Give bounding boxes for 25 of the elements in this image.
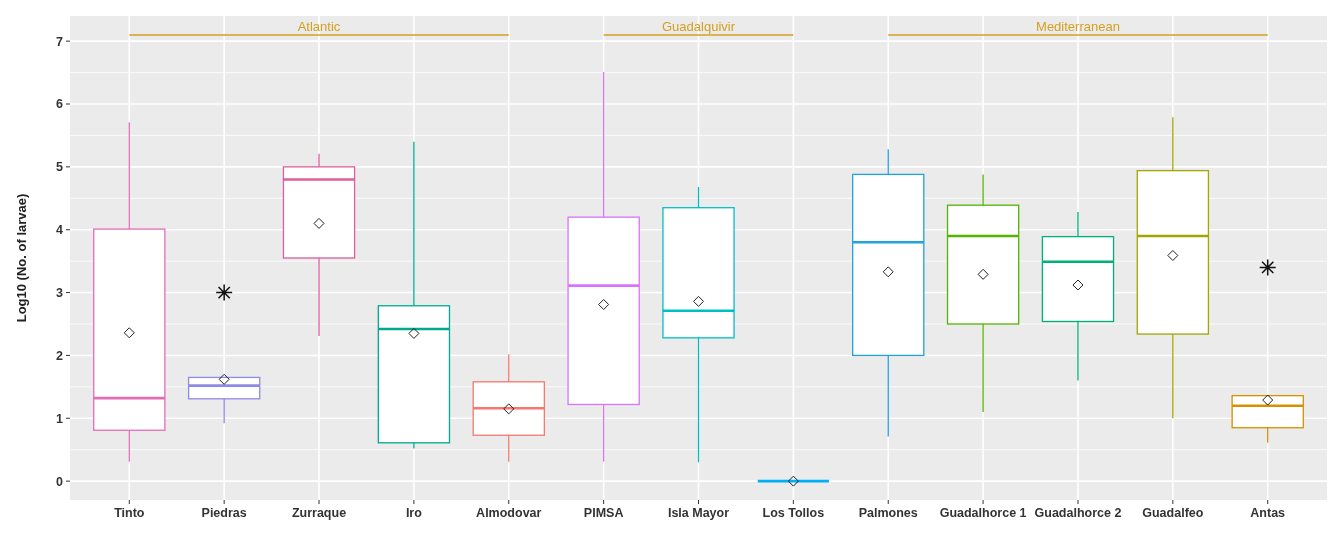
y-axis-title: Log10 (No. of larvae) [14,193,29,323]
annotation: Guadalquivir [662,19,736,34]
x-tick-label: Guadalfeo [1142,506,1204,520]
x-tick-label: Zurraque [291,506,347,520]
x-tick-label: Antas [1250,506,1286,520]
x-tick-label: Guadalhorce 1 [939,506,1027,520]
y-tick-label: 4 [56,223,64,238]
y-tick-label: 0 [56,474,64,489]
y-tick-label: 3 [56,285,64,300]
x-tick-label: Palmones [858,506,918,520]
x-tick-label: Los Tollos [762,506,825,520]
x-tick-label: Guadalhorce 2 [1034,506,1122,520]
y-tick-label: 1 [56,411,64,426]
x-tick-label: Iro [405,506,423,520]
x-tick-label: Almodovar [476,506,542,520]
x-tick-label: Isla Mayor [667,506,730,520]
x-tick-label: Piedras [201,506,247,520]
x-tick-label: Tinto [114,506,145,520]
annotation: Atlantic [297,19,341,34]
x-tick-label: PIMSA [583,506,624,520]
y-tick-label: 5 [56,160,64,175]
y-tick-label: 2 [56,348,64,363]
y-tick-label: 6 [56,97,64,112]
annotation: Mediterranean [1036,19,1120,34]
y-tick-label: 7 [56,34,64,49]
